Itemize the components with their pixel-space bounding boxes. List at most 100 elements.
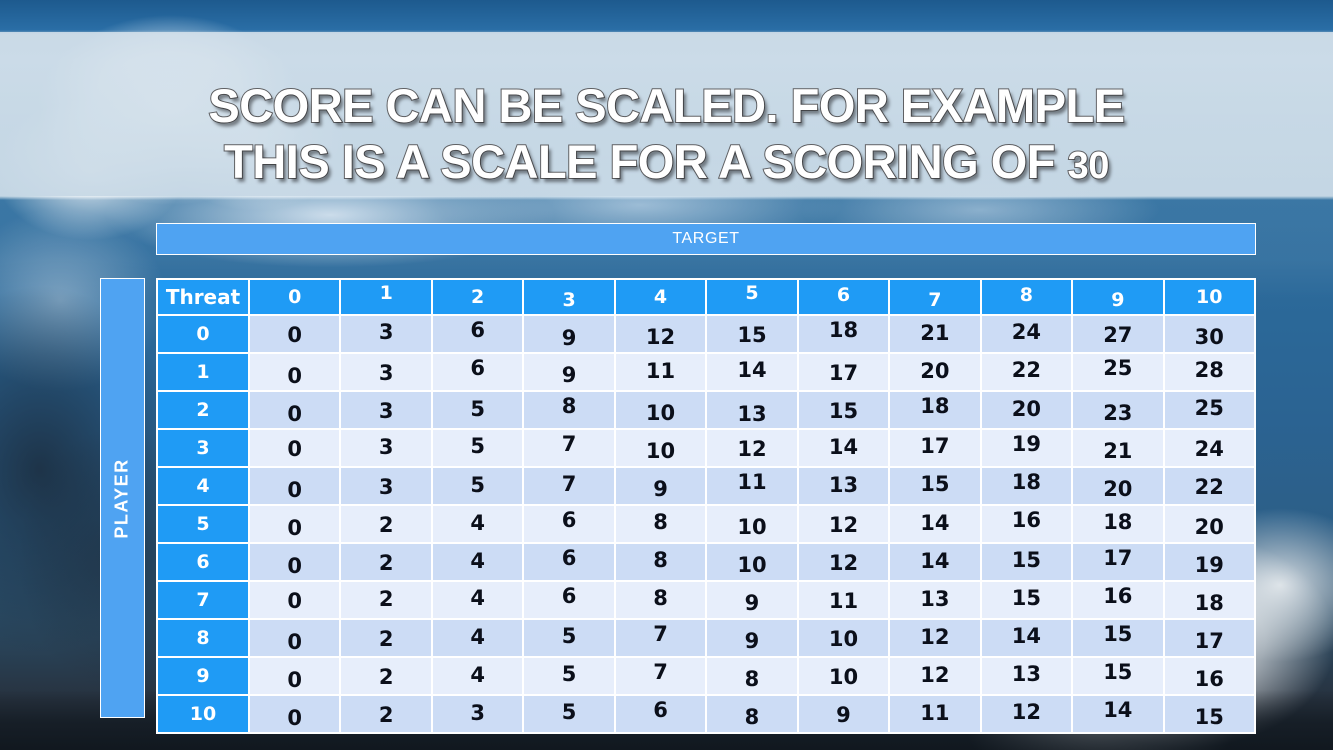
matrix-col-header: 1 [341, 278, 433, 316]
matrix-cell: 17 [1073, 544, 1165, 582]
matrix-cell-value: 2 [378, 587, 394, 611]
matrix-cell: 2 [341, 620, 433, 658]
matrix-cell: 20 [890, 354, 982, 392]
matrix-cell-value: 21 [920, 321, 950, 345]
matrix-cell-value: 0 [287, 554, 303, 578]
matrix-cell: 12 [615, 316, 708, 354]
matrix-cell-value: 10 [737, 515, 767, 539]
matrix-cell: 0 [250, 316, 342, 354]
matrix-cell-value: 0 [287, 364, 303, 388]
matrix-cell: 2 [341, 582, 433, 620]
matrix-cell-value: 3 [378, 475, 394, 499]
matrix-cell-value: 0 [287, 668, 303, 692]
matrix-corner-cell: Threat [156, 278, 250, 316]
matrix-cell-value: 5 [470, 473, 485, 497]
matrix-cell-value: 18 [1194, 591, 1224, 615]
matrix-cell: 5 [432, 430, 525, 468]
matrix-row-header-label: 9 [196, 665, 210, 687]
matrix-cell-value: 11 [737, 470, 767, 494]
matrix-cell: 18 [798, 316, 891, 354]
matrix-cell: 0 [250, 430, 342, 468]
matrix-cell-value: 12 [737, 437, 767, 461]
matrix-cell-value: 17 [920, 434, 950, 458]
matrix-cell: 0 [250, 468, 342, 506]
matrix-cell-value: 16 [1194, 667, 1224, 691]
matrix-cell-value: 0 [287, 516, 303, 540]
matrix-cell-value: 3 [378, 399, 394, 423]
matrix-row-header: 5 [156, 506, 250, 544]
matrix-cell-value: 6 [561, 584, 577, 608]
matrix-cell: 25 [1073, 354, 1165, 392]
matrix-cell-value: 4 [470, 549, 485, 573]
matrix-cell-value: 2 [378, 665, 394, 689]
matrix-cell: 11 [798, 582, 891, 620]
matrix-cell: 5 [432, 392, 525, 430]
matrix-cell: 0 [250, 658, 342, 696]
matrix-cell: 6 [432, 354, 525, 392]
matrix-cell: 17 [798, 354, 891, 392]
matrix-cell: 5 [524, 696, 616, 734]
matrix-col-header-label: 1 [379, 282, 393, 304]
matrix-cell: 3 [341, 468, 433, 506]
matrix-cell: 9 [524, 316, 616, 354]
matrix-cell-value: 10 [737, 553, 767, 577]
matrix-cell: 25 [1164, 392, 1256, 430]
matrix-cell-value: 15 [1011, 586, 1041, 610]
matrix-cell-value: 10 [645, 401, 676, 425]
matrix-cell: 3 [341, 430, 433, 468]
matrix-cell: 5 [524, 620, 616, 658]
title-line-2: THIS IS A SCALE FOR A SCORING OF [223, 134, 1068, 189]
matrix-row-header-label: 7 [196, 589, 210, 611]
matrix-cell-value: 27 [1103, 323, 1133, 347]
matrix-cell-value: 16 [1011, 508, 1041, 532]
matrix-col-header: 3 [524, 278, 616, 316]
matrix-cell: 4 [432, 620, 525, 658]
matrix-row-header-label: 5 [196, 513, 210, 535]
matrix-cell: 19 [1164, 544, 1256, 582]
matrix-row-header-label: 4 [196, 475, 210, 497]
matrix-cell-value: 0 [287, 437, 303, 461]
matrix-col-header-label: 3 [562, 289, 576, 311]
matrix-cell: 2 [341, 506, 433, 544]
matrix-cell-value: 18 [920, 394, 950, 418]
matrix-col-header: 5 [707, 278, 799, 316]
matrix-cell: 22 [981, 354, 1074, 392]
matrix-row-header-label: 0 [196, 323, 210, 345]
matrix-row-header: 6 [156, 544, 250, 582]
matrix-col-header: 6 [798, 278, 891, 316]
matrix-cell: 7 [524, 468, 616, 506]
matrix-cell-value: 8 [744, 705, 760, 729]
matrix-cell-value: 14 [1011, 624, 1041, 648]
score-scale-matrix: Threat 0 1 2 3 4 5 6 7 8 9 10 0 0 3 6 9 12 15 18 21 24 27 30 1… [156, 278, 1256, 734]
matrix-cell-value: 24 [1194, 437, 1224, 461]
matrix-cell-value: 18 [1011, 470, 1041, 494]
matrix-cell: 8 [615, 582, 708, 620]
matrix-cell-value: 14 [920, 511, 950, 535]
matrix-col-header: 0 [250, 278, 342, 316]
target-axis-label: TARGET [672, 230, 740, 247]
matrix-cell-value: 9 [561, 326, 577, 350]
matrix-cell: 16 [1164, 658, 1256, 696]
matrix-cell-value: 6 [653, 698, 668, 722]
target-axis-label-bar: TARGET [156, 223, 1256, 255]
matrix-cell: 14 [798, 430, 891, 468]
matrix-cell-value: 7 [561, 432, 577, 456]
matrix-cell-value: 0 [287, 630, 303, 654]
matrix-cell: 24 [981, 316, 1074, 354]
matrix-row: 4 0 3 5 7 9 11 13 15 18 20 22 [156, 468, 1256, 506]
matrix-cell: 13 [890, 582, 982, 620]
matrix-cell-value: 11 [645, 359, 676, 383]
matrix-cell: 12 [798, 544, 891, 582]
matrix-cell-value: 13 [737, 402, 767, 426]
matrix-cell: 14 [707, 354, 799, 392]
matrix-cell: 14 [1073, 696, 1165, 734]
matrix-cell-value: 18 [1103, 510, 1133, 534]
matrix-cell: 15 [981, 582, 1074, 620]
matrix-cell-value: 12 [920, 625, 950, 649]
matrix-row: 1 0 3 6 9 11 14 17 20 22 25 28 [156, 354, 1256, 392]
matrix-cell-value: 13 [920, 587, 950, 611]
matrix-cell-value: 12 [645, 325, 676, 349]
matrix-cell: 10 [707, 506, 799, 544]
matrix-cell-value: 21 [1103, 439, 1133, 463]
matrix-cell: 9 [524, 354, 616, 392]
